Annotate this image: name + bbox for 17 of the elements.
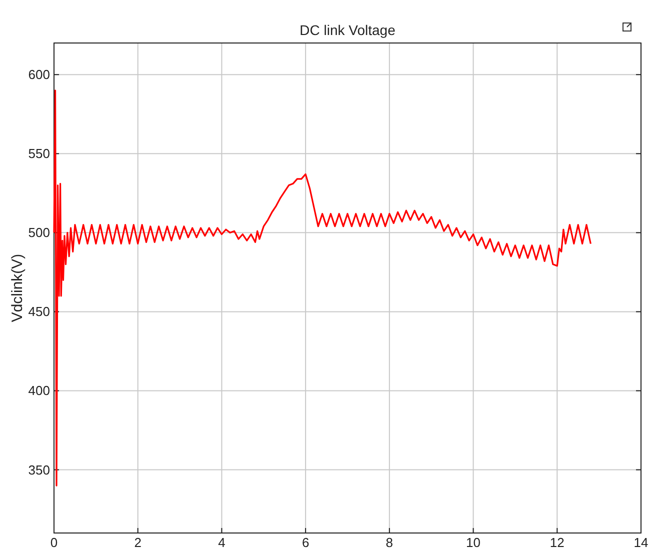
y-tick-label: 500 — [28, 225, 50, 240]
y-axis-title: Vdclink(V) — [9, 254, 26, 322]
x-tick-label: 12 — [550, 535, 564, 550]
y-tick-label: 600 — [28, 67, 50, 82]
chart-title: DC link Voltage — [300, 22, 396, 38]
x-tick-label: 0 — [50, 535, 58, 550]
y-tick-label: 450 — [28, 304, 50, 320]
y-tick-label: 400 — [28, 383, 50, 398]
line-series — [53, 90, 592, 486]
y-tick-label: 550 — [28, 146, 50, 162]
x-tick-label: 10 — [466, 535, 481, 550]
y-tick-label: 350 — [28, 462, 50, 478]
x-tick-label: 8 — [386, 535, 394, 550]
x-tick-label: 4 — [218, 535, 226, 550]
x-tick-label: 6 — [302, 535, 310, 550]
x-tick-label: 14 — [634, 535, 648, 550]
x-tick-label: 2 — [134, 535, 142, 550]
